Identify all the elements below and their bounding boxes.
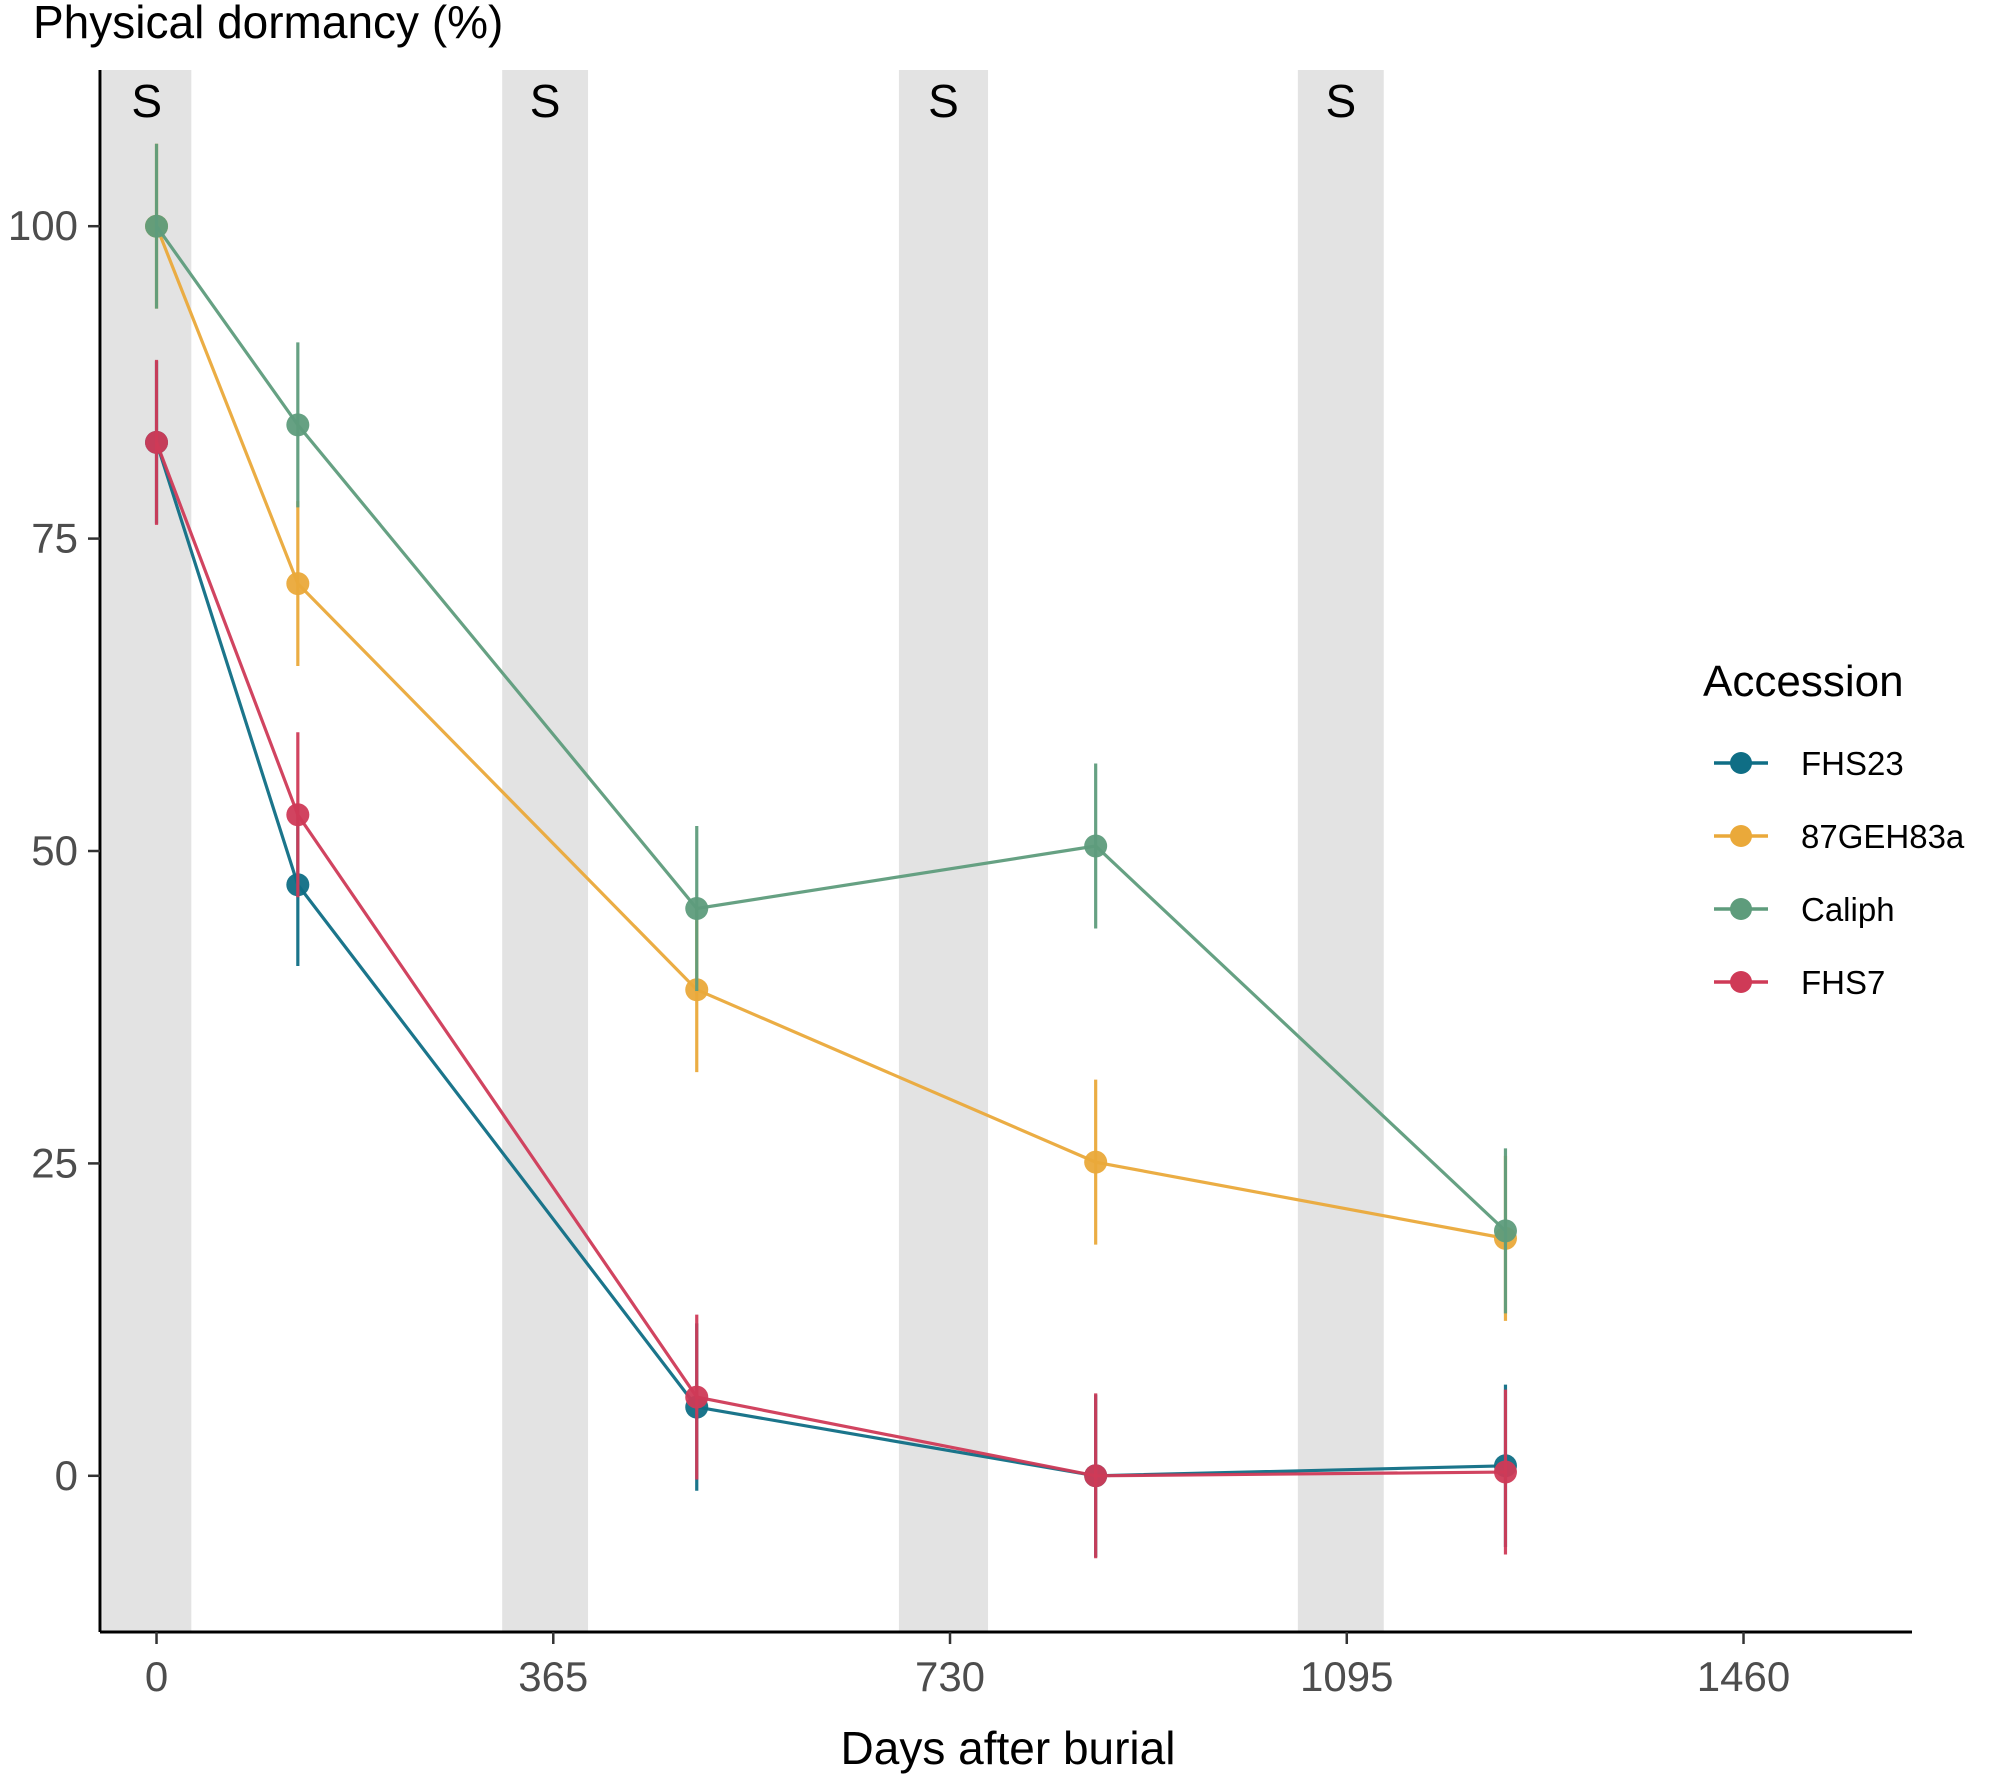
- y-tick-label-0: 0: [55, 1452, 78, 1499]
- legend-title: Accession: [1703, 657, 1904, 706]
- y-tick-label-25: 25: [31, 1139, 78, 1186]
- series-Caliph: [145, 143, 1517, 1314]
- x-tick-label-365: 365: [518, 1653, 588, 1700]
- legend-key-point-Caliph: [1730, 898, 1752, 920]
- legend-label-87GEH83a: 87GEH83a: [1801, 818, 1965, 855]
- data-point-87GEH83a-2: [286, 572, 310, 596]
- legend-label-FHS23: FHS23: [1801, 745, 1904, 782]
- band-label-3: S: [928, 75, 959, 127]
- shaded-band-2: [502, 70, 589, 1632]
- y-tick-label-100: 100: [8, 202, 78, 249]
- y-axis-title: Physical dormancy (%): [33, 0, 503, 48]
- shaded-band-3: [898, 70, 989, 1632]
- band-label-4: S: [1325, 75, 1356, 127]
- data-point-FHS7-2: [286, 803, 310, 827]
- x-tick-label-730: 730: [915, 1653, 985, 1700]
- data-point-FHS7-5: [1493, 1460, 1517, 1484]
- data-point-Caliph-4: [1084, 834, 1108, 858]
- x-axis-title: Days after burial: [841, 1722, 1176, 1774]
- series-layer: [145, 143, 1517, 1559]
- legend-key-point-87GEH83a: [1730, 825, 1752, 847]
- legend-label-Caliph: Caliph: [1801, 891, 1895, 928]
- data-point-Caliph-2: [286, 413, 310, 437]
- data-point-87GEH83a-4: [1084, 1150, 1108, 1174]
- shaded-band-1: [102, 70, 192, 1632]
- y-tick-label-50: 50: [31, 827, 78, 874]
- x-tick-label-1095: 1095: [1300, 1653, 1393, 1700]
- data-point-Caliph-3: [685, 896, 709, 920]
- y-tick-label-75: 75: [31, 515, 78, 562]
- data-point-FHS7-4: [1084, 1464, 1108, 1488]
- legend-label-FHS7: FHS7: [1801, 964, 1885, 1001]
- series-FHS7: [145, 359, 1517, 1559]
- data-point-Caliph-5: [1493, 1219, 1517, 1243]
- legend-key-point-FHS23: [1730, 752, 1752, 774]
- band-label-1: S: [131, 75, 162, 127]
- band-label-2: S: [530, 75, 561, 127]
- data-point-Caliph-1: [145, 214, 169, 238]
- data-point-FHS7-3: [685, 1385, 709, 1409]
- legend: Accession FHS23 87GEH83a Caliph FHS7: [1703, 657, 1965, 1001]
- shaded-band-4: [1297, 70, 1384, 1632]
- data-point-FHS7-1: [145, 430, 169, 454]
- legend-key-point-FHS7: [1730, 971, 1752, 993]
- x-tick-label-1460: 1460: [1697, 1653, 1790, 1700]
- axes: 0 25 50 75 100 0 365 730 1095 1460: [8, 70, 1912, 1700]
- x-tick-label-0: 0: [145, 1653, 168, 1700]
